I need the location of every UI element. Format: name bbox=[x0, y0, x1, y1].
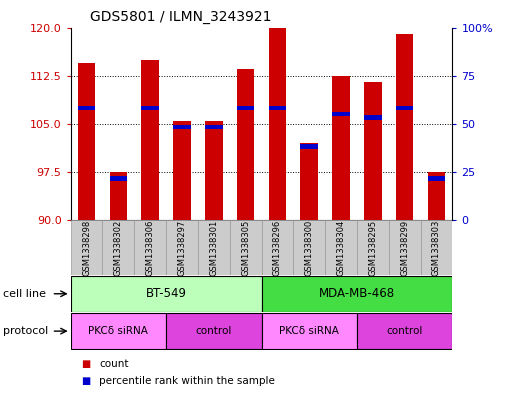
Bar bbox=[173, 125, 191, 129]
Bar bbox=[428, 176, 445, 181]
Text: GSM1338295: GSM1338295 bbox=[368, 220, 378, 275]
Text: GSM1338299: GSM1338299 bbox=[400, 220, 409, 275]
Bar bbox=[269, 105, 286, 110]
Bar bbox=[141, 105, 159, 110]
Bar bbox=[141, 60, 159, 220]
Bar bbox=[71, 220, 103, 275]
Bar bbox=[198, 220, 230, 275]
Bar bbox=[364, 82, 382, 220]
Bar bbox=[78, 63, 95, 220]
Text: PKCδ siRNA: PKCδ siRNA bbox=[88, 326, 148, 336]
Text: GSM1338300: GSM1338300 bbox=[305, 219, 314, 276]
Text: count: count bbox=[99, 358, 129, 369]
Bar bbox=[230, 220, 262, 275]
Text: ■: ■ bbox=[81, 358, 90, 369]
Bar bbox=[71, 276, 262, 312]
Text: control: control bbox=[196, 326, 232, 336]
Bar bbox=[71, 313, 166, 349]
Text: percentile rank within the sample: percentile rank within the sample bbox=[99, 376, 275, 386]
Bar bbox=[173, 121, 191, 220]
Bar bbox=[301, 143, 318, 220]
Bar bbox=[357, 220, 389, 275]
Text: GSM1338296: GSM1338296 bbox=[273, 219, 282, 276]
Bar bbox=[357, 313, 452, 349]
Text: GDS5801 / ILMN_3243921: GDS5801 / ILMN_3243921 bbox=[90, 10, 271, 24]
Bar bbox=[103, 220, 134, 275]
Text: cell line: cell line bbox=[3, 289, 46, 299]
Text: GSM1338298: GSM1338298 bbox=[82, 219, 91, 276]
Bar bbox=[110, 176, 127, 181]
Text: GSM1338303: GSM1338303 bbox=[432, 219, 441, 276]
Bar bbox=[389, 220, 420, 275]
Bar bbox=[428, 172, 445, 220]
Bar bbox=[166, 313, 262, 349]
Bar bbox=[205, 125, 222, 129]
Text: protocol: protocol bbox=[3, 326, 48, 336]
Bar bbox=[134, 220, 166, 275]
Bar bbox=[332, 112, 350, 116]
Bar bbox=[262, 220, 293, 275]
Text: ■: ■ bbox=[81, 376, 90, 386]
Text: GSM1338302: GSM1338302 bbox=[114, 219, 123, 276]
Text: GSM1338297: GSM1338297 bbox=[177, 219, 187, 276]
Text: PKCδ siRNA: PKCδ siRNA bbox=[279, 326, 339, 336]
Bar bbox=[396, 105, 413, 110]
Bar bbox=[78, 105, 95, 110]
Bar bbox=[364, 115, 382, 119]
Bar bbox=[166, 220, 198, 275]
Bar bbox=[396, 34, 413, 220]
Bar bbox=[262, 313, 357, 349]
Text: BT-549: BT-549 bbox=[145, 287, 187, 300]
Bar bbox=[325, 220, 357, 275]
Text: GSM1338301: GSM1338301 bbox=[209, 219, 218, 276]
Bar bbox=[293, 220, 325, 275]
Bar bbox=[237, 105, 254, 110]
Text: GSM1338306: GSM1338306 bbox=[145, 219, 155, 276]
Bar bbox=[332, 75, 350, 220]
Bar bbox=[237, 69, 254, 220]
Text: MDA-MB-468: MDA-MB-468 bbox=[319, 287, 395, 300]
Bar bbox=[269, 0, 286, 220]
Text: GSM1338305: GSM1338305 bbox=[241, 219, 250, 276]
Bar bbox=[110, 172, 127, 220]
Bar bbox=[420, 220, 452, 275]
Bar bbox=[205, 121, 222, 220]
Bar bbox=[262, 276, 452, 312]
Bar bbox=[301, 144, 318, 149]
Text: control: control bbox=[386, 326, 423, 336]
Text: GSM1338304: GSM1338304 bbox=[336, 219, 346, 276]
